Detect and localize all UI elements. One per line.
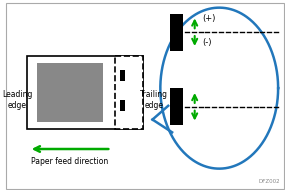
Text: DFZ002: DFZ002 [258, 179, 280, 184]
Bar [37, 63, 103, 122]
Text: Leading
edge: Leading edge [2, 89, 32, 110]
Bar [170, 88, 183, 125]
Bar [27, 56, 143, 129]
Text: Trailing
edge: Trailing edge [141, 89, 168, 110]
Text: (-): (-) [203, 38, 212, 47]
Text: (+): (+) [203, 14, 216, 23]
Text: Paper feed direction: Paper feed direction [31, 157, 109, 166]
Bar [115, 56, 143, 129]
Bar [120, 70, 125, 81]
Bar [170, 14, 183, 51]
Bar [120, 100, 125, 111]
Polygon shape [160, 8, 278, 169]
Polygon shape [152, 106, 172, 132]
